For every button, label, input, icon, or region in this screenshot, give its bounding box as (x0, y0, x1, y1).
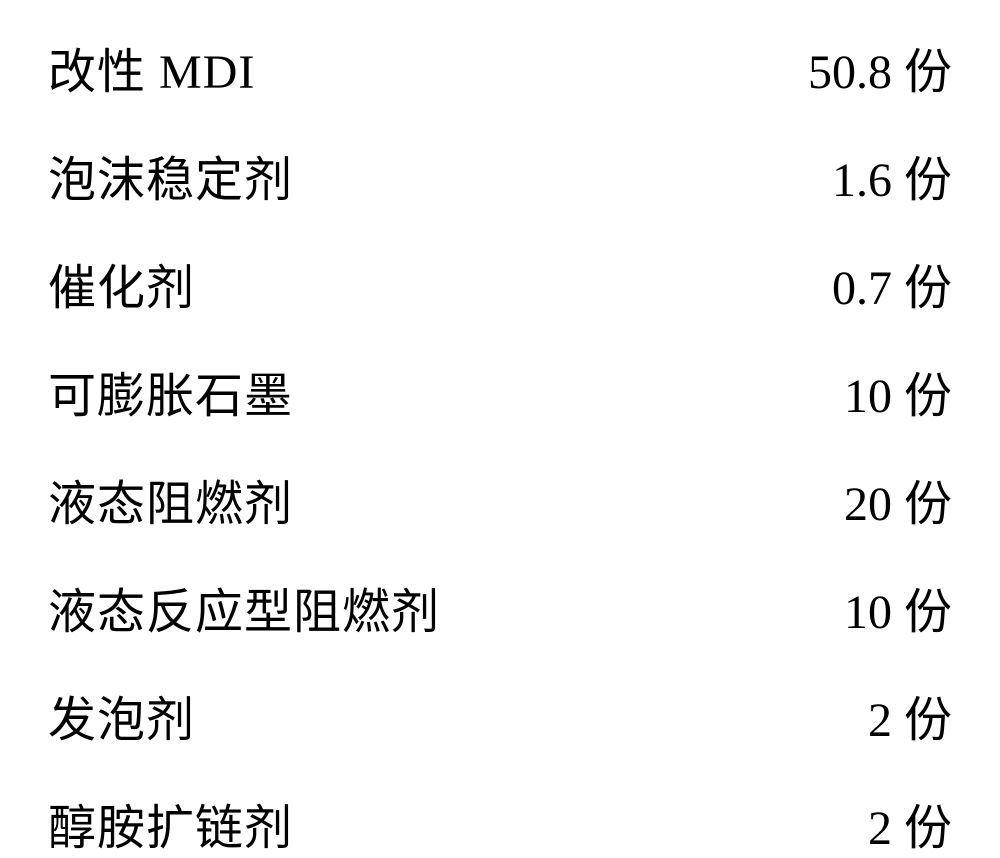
value-wrapper: 2 份 (752, 788, 952, 858)
value-wrapper: 2 份 (752, 680, 952, 750)
ingredient-value: 1.6 (832, 153, 892, 208)
label-text: 液态反应型阻燃剂 (48, 586, 440, 639)
ingredient-label: 发泡剂 (48, 680, 195, 750)
table-row: 可膨胀石墨 10 份 (48, 356, 952, 426)
value-wrapper: 0.7 份 (752, 248, 952, 318)
table-row: 改性 MDI 50.8 份 (48, 32, 952, 102)
unit-label: 份 (904, 680, 952, 750)
ingredient-value: 10 (844, 585, 892, 640)
ingredient-label: 液态阻燃剂 (48, 464, 293, 534)
unit-label: 份 (904, 464, 952, 534)
ingredient-label: 可膨胀石墨 (48, 356, 293, 426)
unit-label: 份 (904, 140, 952, 210)
table-row: 发泡剂 2 份 (48, 680, 952, 750)
unit-label: 份 (904, 788, 952, 858)
ingredient-label: 液态反应型阻燃剂 (48, 572, 440, 642)
ingredient-value: 10 (844, 369, 892, 424)
label-text: 醇胺扩链剂 (48, 802, 293, 855)
table-row: 催化剂 0.7 份 (48, 248, 952, 318)
unit-label: 份 (904, 572, 952, 642)
ingredient-label: 改性 MDI (48, 32, 255, 102)
label-text: 催化剂 (48, 262, 195, 315)
table-row: 醇胺扩链剂 2 份 (48, 788, 952, 858)
ingredient-label: 醇胺扩链剂 (48, 788, 293, 858)
value-wrapper: 50.8 份 (752, 32, 952, 102)
table-row: 泡沫稳定剂 1.6 份 (48, 140, 952, 210)
table-row: 液态阻燃剂 20 份 (48, 464, 952, 534)
ingredient-label: 泡沫稳定剂 (48, 140, 293, 210)
unit-label: 份 (904, 32, 952, 102)
table-row: 液态反应型阻燃剂 10 份 (48, 572, 952, 642)
ingredient-value: 2 (868, 801, 892, 856)
unit-label: 份 (904, 356, 952, 426)
ingredient-value: 2 (868, 693, 892, 748)
ingredient-value: 50.8 (808, 45, 892, 100)
label-text: 液态阻燃剂 (48, 478, 293, 531)
ingredients-table: 改性 MDI 50.8 份 泡沫稳定剂 1.6 份 催化剂 0.7 份 可膨胀石… (48, 32, 952, 858)
label-text: 改性 (48, 46, 159, 99)
value-wrapper: 10 份 (752, 572, 952, 642)
value-wrapper: 20 份 (752, 464, 952, 534)
label-latin: MDI (159, 46, 255, 99)
value-wrapper: 1.6 份 (752, 140, 952, 210)
label-text: 泡沫稳定剂 (48, 154, 293, 207)
unit-label: 份 (904, 248, 952, 318)
ingredient-label: 催化剂 (48, 248, 195, 318)
label-text: 发泡剂 (48, 694, 195, 747)
ingredient-value: 20 (844, 477, 892, 532)
value-wrapper: 10 份 (752, 356, 952, 426)
ingredient-value: 0.7 (832, 261, 892, 316)
label-text: 可膨胀石墨 (48, 370, 293, 423)
